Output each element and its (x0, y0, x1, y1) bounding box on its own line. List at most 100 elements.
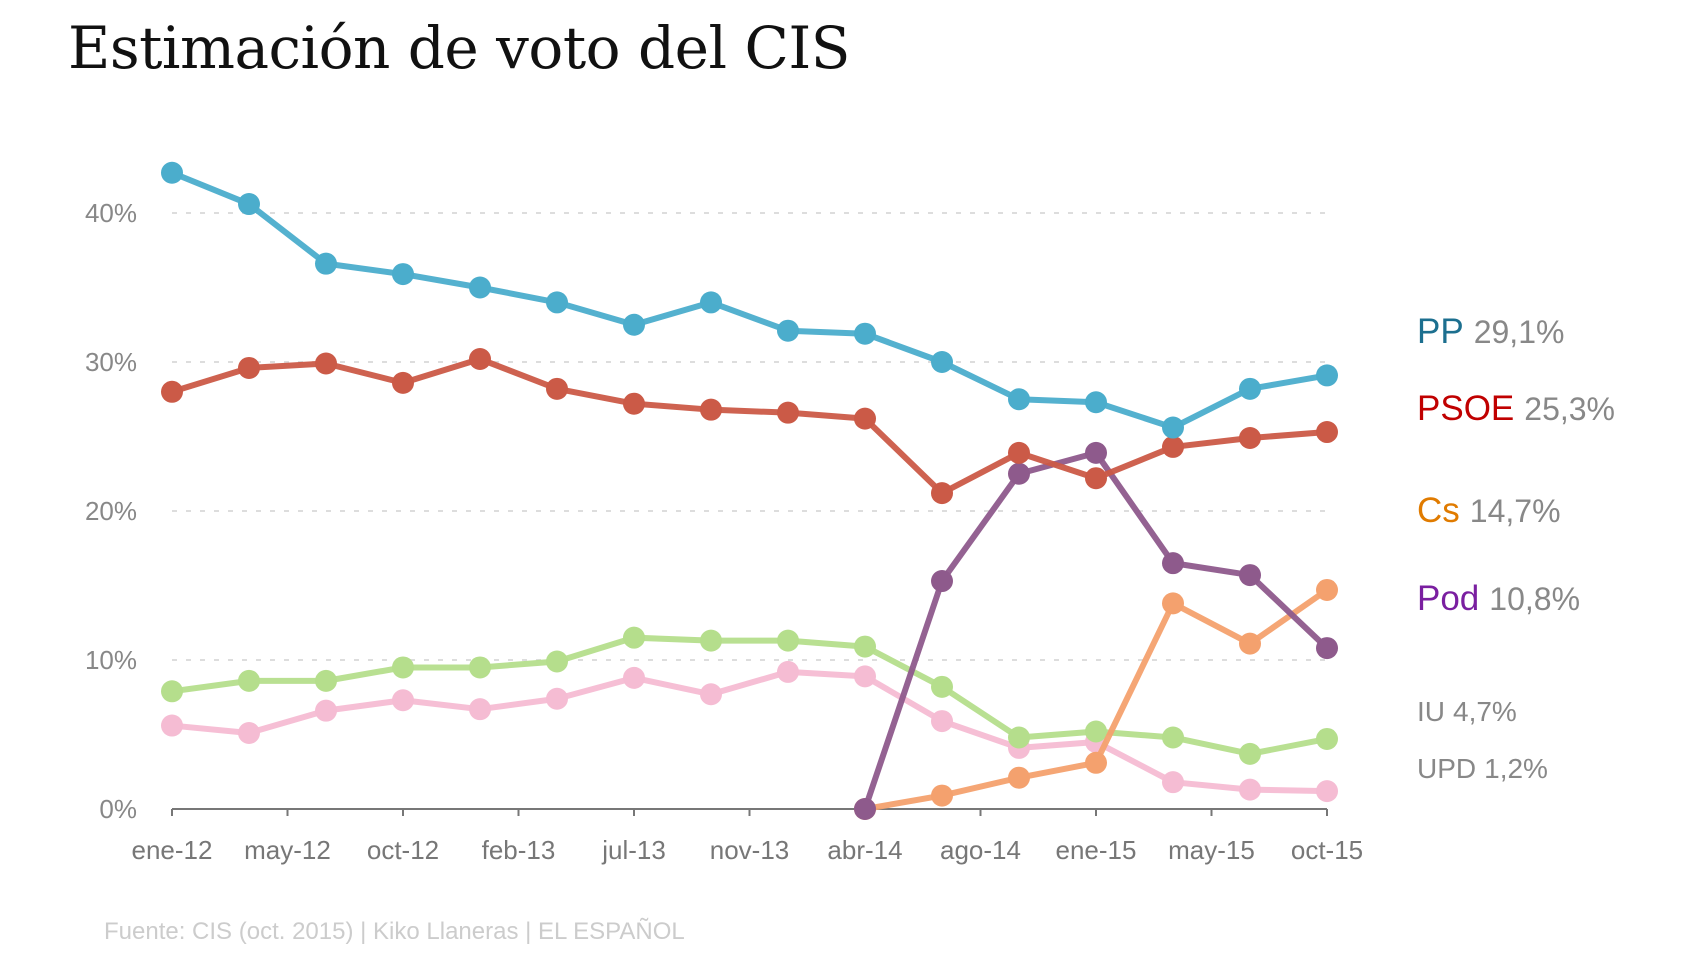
data-point-iu (161, 680, 183, 703)
data-point-pod (1239, 564, 1261, 587)
legend-value: 14,7% (1470, 493, 1561, 529)
x-tick-label: may-12 (244, 835, 331, 865)
data-point-psoe (469, 348, 491, 371)
data-point-upd (392, 689, 414, 712)
series-line-pp (170, 169, 1328, 431)
series-line-upd (171, 668, 1328, 795)
data-point-pp (161, 161, 183, 184)
data-point-upd (931, 710, 953, 733)
legend-name: Pod (1417, 579, 1479, 618)
data-point-upd (1162, 771, 1184, 794)
data-point-pp (623, 313, 645, 336)
legend-value: 4,7% (1453, 696, 1517, 727)
data-point-upd (546, 687, 568, 710)
x-tick-label: ago-14 (940, 835, 1021, 865)
legend-iu: IU 4,7% (1417, 696, 1517, 727)
data-point-pp (1085, 391, 1107, 414)
data-point-iu (777, 629, 799, 652)
data-point-pp (777, 319, 799, 342)
data-point-iu (931, 675, 953, 698)
data-point-upd (161, 714, 183, 737)
data-point-pp (1316, 364, 1338, 387)
legend-name: PSOE (1417, 389, 1514, 428)
data-point-pp (469, 276, 491, 299)
legend-name: PP (1417, 312, 1464, 351)
x-tick-label: abr-14 (827, 835, 902, 865)
data-point-psoe (1162, 435, 1184, 458)
data-point-cs (1239, 632, 1261, 655)
data-point-upd (315, 699, 337, 722)
data-point-upd (777, 660, 799, 683)
data-point-cs (1008, 766, 1030, 789)
x-tick-label: ene-12 (132, 835, 213, 865)
data-point-pod (1316, 637, 1338, 660)
data-point-pod (1085, 441, 1107, 464)
data-point-pp (392, 263, 414, 286)
x-tick-label: nov-13 (710, 835, 790, 865)
data-point-upd (1239, 778, 1261, 801)
data-point-pp (546, 291, 568, 314)
data-point-iu (238, 669, 260, 692)
data-point-pp (700, 291, 722, 314)
data-point-iu (392, 656, 414, 679)
y-tick-label: 20% (85, 496, 137, 526)
data-point-psoe (1316, 421, 1338, 444)
data-point-psoe (700, 398, 722, 421)
legend-pp: PP 29,1% (1417, 312, 1564, 351)
data-point-cs (931, 784, 953, 807)
legend-psoe: PSOE 25,3% (1417, 389, 1615, 428)
legend-name: Cs (1417, 491, 1460, 530)
legend-value: 1,2% (1484, 753, 1548, 784)
legend-name: IU (1417, 696, 1445, 727)
x-tick-label: oct-12 (367, 835, 439, 865)
series-line-iu (171, 634, 1328, 757)
series-line-cs (864, 587, 1329, 812)
legend-pod: Pod 10,8% (1417, 579, 1580, 618)
data-point-psoe (161, 380, 183, 403)
data-point-psoe (546, 377, 568, 400)
data-point-psoe (1239, 426, 1261, 449)
data-point-iu (469, 656, 491, 679)
source-note: Fuente: CIS (oct. 2015) | Kiko Llaneras … (104, 918, 685, 945)
data-point-cs (1162, 592, 1184, 615)
data-point-upd (623, 666, 645, 689)
data-point-iu (623, 626, 645, 649)
data-point-iu (1162, 726, 1184, 749)
data-point-iu (1085, 720, 1107, 743)
data-point-cs (1085, 751, 1107, 774)
data-point-pod (1008, 462, 1030, 485)
data-point-iu (700, 629, 722, 652)
y-tick-label: 30% (85, 347, 137, 377)
legend-value: 29,1% (1474, 314, 1565, 350)
y-tick-label: 10% (85, 645, 137, 675)
data-point-pod (1162, 552, 1184, 575)
data-point-pod (931, 570, 953, 593)
x-tick-label: ene-15 (1056, 835, 1137, 865)
x-tick-label: jul-13 (601, 835, 666, 865)
y-tick-label: 40% (85, 198, 137, 228)
data-point-pp (1239, 377, 1261, 400)
legend-value: 10,8% (1489, 581, 1580, 617)
series-line-psoe (171, 356, 1328, 497)
data-point-psoe (1085, 467, 1107, 490)
data-point-pp (1162, 416, 1184, 439)
data-point-psoe (854, 407, 876, 430)
legend-value: 25,3% (1524, 391, 1615, 427)
data-point-psoe (777, 401, 799, 424)
data-point-upd (1316, 780, 1338, 803)
data-point-iu (1008, 726, 1030, 749)
data-point-iu (315, 669, 337, 692)
y-tick-label: 0% (99, 794, 137, 824)
data-point-pp (854, 322, 876, 345)
data-point-psoe (1008, 441, 1030, 464)
data-point-iu (1316, 727, 1338, 750)
chart-title: Estimación de voto del CIS (68, 14, 850, 82)
data-point-iu (1239, 742, 1261, 765)
data-point-iu (546, 650, 568, 673)
data-point-pp (238, 193, 260, 216)
data-point-psoe (392, 371, 414, 394)
legend-cs: Cs 14,7% (1417, 491, 1561, 530)
x-tick-label: oct-15 (1291, 835, 1363, 865)
legend-name: UPD (1417, 753, 1476, 784)
